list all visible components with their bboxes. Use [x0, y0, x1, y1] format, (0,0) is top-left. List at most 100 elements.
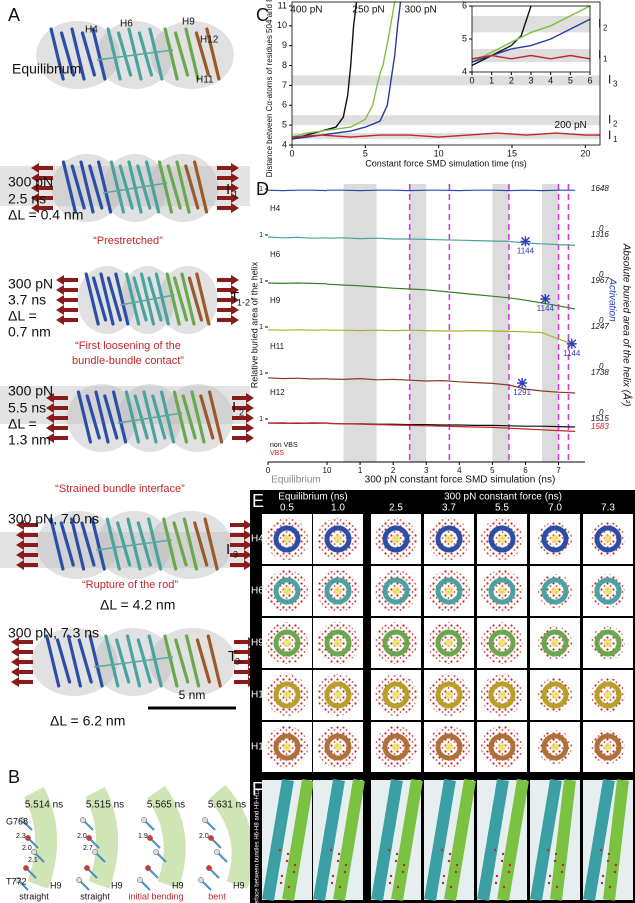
state-name: I [598, 16, 601, 30]
helix-ribbon [139, 272, 156, 326]
atom [76, 877, 82, 883]
helix-core [334, 743, 342, 751]
helix-core [445, 587, 453, 595]
state-subscript: 1 [613, 135, 618, 144]
helix-ribbon [180, 272, 196, 326]
y-tick-label: 5 [282, 120, 287, 130]
helix-cross-section [541, 681, 569, 709]
helix-ribbon [175, 160, 191, 214]
column-group-title: Equilibrium (ns) [278, 492, 347, 503]
x-tick-label: 5 [490, 466, 495, 475]
series-line [326, 237, 576, 246]
helix-ribbon [193, 521, 209, 567]
legend-label: non VBS [270, 442, 298, 449]
helix-segment [477, 779, 509, 901]
axis-title: Absolute buried area of the helix (Å²) [620, 243, 633, 407]
plot-frame [291, 1, 601, 146]
plot-frame [471, 5, 591, 73]
helix-ribbon [206, 634, 222, 688]
water-contact [548, 874, 552, 878]
helix-core [283, 639, 291, 647]
series-line [471, 54, 591, 60]
helix-ribbon [127, 160, 143, 214]
helix-ribbon [145, 160, 161, 214]
helix-cross-section [324, 681, 352, 709]
residue-label: G768 [6, 816, 28, 826]
row-label: H4 [251, 534, 264, 545]
water-contact [502, 885, 506, 889]
x-tick-label: 2 [509, 75, 514, 85]
helix-ribbon [69, 517, 86, 571]
linker [102, 182, 168, 194]
helix-cross-section [541, 629, 569, 657]
helix-core [498, 535, 506, 543]
force-arrow [31, 163, 53, 173]
helix-ribbon [106, 276, 123, 322]
water-contact [600, 881, 604, 885]
linker [94, 656, 173, 668]
condition-text: 300 pN, 7.0 ns [8, 511, 99, 527]
helix-ribbon [84, 272, 100, 326]
force-arrow [217, 305, 239, 315]
helix-cross-section [382, 733, 410, 761]
y-tick-label: 5 [462, 33, 467, 43]
linker [96, 539, 172, 551]
helix-core [334, 691, 342, 699]
helix-cross-section [488, 629, 516, 657]
helix-label: H9 [233, 880, 245, 890]
track-name: H12 [270, 388, 285, 397]
force-arrow [16, 520, 38, 530]
helix-cross-section [541, 525, 569, 553]
water-contact [287, 885, 291, 889]
force-arrow [232, 393, 254, 403]
state-name: I [598, 48, 601, 62]
force-arrow [230, 520, 252, 530]
y-tick-label: 1 [259, 416, 263, 423]
state-subscript: 1 [603, 55, 608, 64]
state-subscript: 1-2 [237, 297, 250, 307]
helix-ribbon [111, 390, 128, 444]
helix-ribbon [125, 634, 142, 688]
helix-ribbon [45, 634, 61, 688]
marker-label: 1144 [563, 349, 581, 358]
force-arrow [16, 550, 38, 560]
water-contact [440, 848, 444, 852]
helix-ribbon [203, 517, 219, 571]
track-name: H6 [270, 250, 281, 259]
helix-label: H9 [172, 880, 184, 890]
hbond-distance: 1.9 [138, 833, 148, 840]
force-arrow [230, 550, 252, 560]
helix-label: H9 [182, 17, 195, 28]
water-contact [455, 863, 459, 867]
abs-min-label: 0 [599, 362, 604, 371]
helix-core [445, 691, 453, 699]
row-label: H6 [251, 586, 264, 597]
helix-cross-section [541, 577, 569, 605]
column-time: 0.5 [280, 503, 294, 514]
helix-ribbon [133, 394, 149, 440]
helix-cross-section [273, 733, 301, 761]
water-contact [442, 874, 446, 878]
atom [145, 865, 151, 871]
water-contact [599, 848, 603, 852]
y-tick-label: 6 [462, 0, 467, 10]
helix-core [283, 691, 291, 699]
helix-core [392, 743, 400, 751]
helix-backbone [85, 786, 119, 889]
atom [25, 835, 31, 841]
x-tick-label: 6 [587, 75, 592, 85]
column-time: 1.0 [331, 503, 345, 514]
water-contact [613, 870, 617, 874]
state-name: T [228, 648, 237, 665]
helix-ribbon [172, 276, 189, 322]
force-arrow [11, 657, 33, 667]
atom [206, 865, 212, 871]
helix-segment [424, 779, 456, 901]
hbond-distance: 2.0 [77, 833, 87, 840]
y-tick-label: 8 [282, 60, 287, 70]
protein-structure [36, 21, 234, 89]
helix-backbone [24, 786, 57, 889]
series-line [326, 422, 576, 432]
y-tick-label: 1 [259, 370, 263, 377]
x-tick-label: 10 [434, 148, 444, 158]
